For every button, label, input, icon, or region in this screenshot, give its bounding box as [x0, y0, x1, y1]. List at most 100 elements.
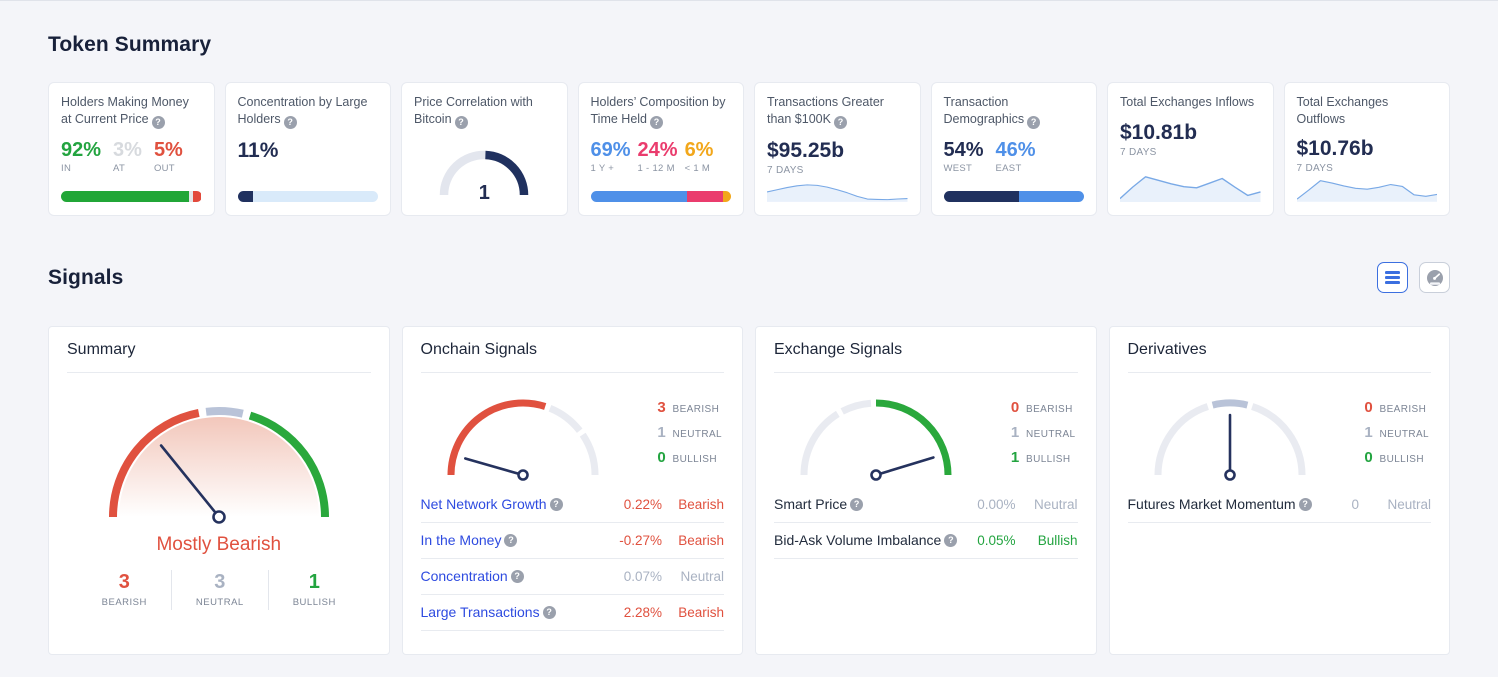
legend-neutral: 1 NEUTRAL	[1364, 424, 1429, 441]
help-icon[interactable]: ?	[542, 605, 556, 619]
signal-link[interactable]: Concentration	[420, 568, 508, 584]
card-title-text: Transaction Demographics	[943, 95, 1025, 126]
signal-row-smart-price: Smart Price? 0.00% Neutral	[774, 487, 1078, 523]
help-icon[interactable]: ?	[944, 533, 958, 547]
signal-row-net-network-growth: Net Network Growth? 0.22% Bearish	[420, 487, 724, 523]
card-concentration-large-holders[interactable]: Concentration by Large Holders? 11%	[224, 82, 391, 216]
signal-label: Bid-Ask Volume Imbalance	[774, 532, 942, 548]
legend-label: BULLISH	[1379, 453, 1425, 465]
signal-row-bid-ask-volume-imbalance: Bid-Ask Volume Imbalance? 0.05% Bullish	[774, 523, 1078, 559]
progress-bar	[943, 191, 1085, 202]
signal-row-large-transactions: Large Transactions? 2.28% Bearish	[420, 595, 724, 631]
signal-status: Bearish	[678, 604, 724, 620]
legend-label: BEARISH	[672, 403, 720, 415]
panel-title: Summary	[67, 341, 136, 358]
signal-link[interactable]: Large Transactions	[420, 604, 540, 620]
stat-value: 69%	[590, 139, 631, 162]
legend-bearish: 0 BEARISH	[1010, 399, 1075, 416]
list-view-button[interactable]	[1377, 262, 1408, 293]
card-title-text: Holders Making Money at Current Price	[61, 95, 189, 126]
gauge-legend: 3 BEARISH 1 NEUTRAL 0 BULLISH	[657, 399, 724, 466]
token-summary-header: Token Summary	[48, 33, 1450, 57]
help-icon[interactable]: ?	[151, 116, 165, 130]
card-title: Holders’ Composition by Time Held?	[590, 94, 732, 130]
help-icon[interactable]: ?	[283, 116, 297, 130]
signal-value: 0.00%	[977, 496, 1016, 512]
card-stats: 54% WEST 46% EAST	[943, 140, 1085, 175]
legend-value: 0	[1364, 398, 1373, 416]
progress-bar	[590, 191, 732, 202]
legend-bullish: 0 BULLISH	[1364, 449, 1429, 466]
gauge-row: 3 BEARISH 1 NEUTRAL 0 BULLISH	[421, 381, 725, 483]
divider	[420, 372, 724, 373]
legend-neutral: 1 NEUTRAL	[1010, 424, 1075, 441]
signal-value: 0.22%	[623, 496, 662, 512]
stat-value: 24%	[637, 139, 678, 162]
signal-row-in-the-money: In the Money? -0.27% Bearish	[420, 523, 724, 559]
gauge-value: 1	[478, 182, 490, 205]
help-icon[interactable]: ?	[454, 116, 468, 130]
legend-label: BEARISH	[1379, 403, 1427, 415]
correlation-gauge: 1	[428, 141, 540, 204]
sparkline-chart	[1296, 180, 1437, 202]
stat-label: WEST	[943, 163, 973, 175]
card-title-text: Concentration by Large Holders	[237, 95, 368, 126]
signal-link[interactable]: In the Money	[420, 532, 502, 548]
signal-label: Futures Market Momentum	[1127, 496, 1296, 512]
signal-status: Bearish	[678, 532, 724, 548]
stat-label: OUT	[153, 163, 175, 175]
card-total-exchanges-outflows[interactable]: Total Exchanges Outflows $10.76b 7 DAYS	[1283, 82, 1450, 216]
help-icon[interactable]: ?	[504, 533, 518, 547]
card-title-text: Holders’ Composition by Time Held	[590, 95, 726, 126]
legend-value: 3	[657, 398, 666, 416]
stat-value: 92%	[61, 139, 102, 162]
legend-label: BULLISH	[672, 453, 718, 465]
gauge-view-button[interactable]	[1419, 262, 1450, 293]
help-icon[interactable]: ?	[510, 569, 524, 583]
card-value: $10.81b	[1120, 120, 1198, 144]
card-total-exchanges-inflows[interactable]: Total Exchanges Inflows $10.81b 7 DAYS	[1107, 82, 1274, 216]
gauge-arc	[447, 399, 599, 481]
sparkline-chart	[767, 184, 908, 202]
stat-value: 3	[118, 571, 130, 593]
signal-rows: Smart Price? 0.00% Neutral Bid-Ask Volum…	[774, 487, 1078, 559]
card-holders-composition[interactable]: Holders’ Composition by Time Held? 69% 1 …	[577, 82, 744, 216]
stat-label: 1 - 12 M	[637, 163, 675, 175]
help-icon[interactable]: ?	[1298, 497, 1312, 511]
stat-1m: 6% < 1 M	[684, 140, 714, 175]
card-title-text: Total Exchanges Inflows	[1120, 95, 1255, 109]
card-stats: 69% 1 Y + 24% 1 - 12 M 6% < 1 M	[590, 139, 732, 175]
card-transactions-greater-100k[interactable]: Transactions Greater than $100K? $95.25b…	[754, 82, 921, 216]
signal-value: 0.05%	[977, 532, 1016, 548]
signal-link[interactable]: Net Network Growth	[420, 496, 547, 512]
legend-label: BULLISH	[1026, 453, 1071, 465]
legend-value: 1	[1010, 423, 1020, 441]
help-icon[interactable]: ?	[549, 497, 563, 511]
card-price-correlation-bitcoin[interactable]: Price Correlation with Bitcoin? 1	[401, 82, 568, 216]
signal-rows: Futures Market Momentum? 0 Neutral	[1127, 487, 1431, 523]
help-icon[interactable]: ?	[1027, 116, 1041, 130]
card-holders-making-money[interactable]: Holders Making Money at Current Price? 9…	[48, 82, 215, 216]
card-title: Transactions Greater than $100K?	[767, 94, 908, 130]
stat-value: 1	[308, 571, 320, 593]
signal-status: Bearish	[678, 496, 724, 512]
gauge-row: 0 BEARISH 1 NEUTRAL 1 BULLISH	[774, 381, 1078, 483]
signal-value: 2.28%	[623, 604, 662, 620]
signal-row-futures-market-momentum: Futures Market Momentum? 0 Neutral	[1127, 487, 1431, 523]
panel-title: Exchange Signals	[774, 341, 903, 358]
divider	[774, 372, 1078, 373]
help-icon[interactable]: ?	[850, 497, 864, 511]
panel-derivatives: Derivatives 0 BEARISH 1 NEUTRAL 0 BULLISH F…	[1108, 326, 1450, 655]
signals-header: Signals	[48, 262, 1450, 293]
summary-stat-bearish: 3 BEARISH	[78, 570, 171, 610]
help-icon[interactable]: ?	[650, 116, 663, 130]
help-icon[interactable]: ?	[833, 116, 847, 130]
stat-label: < 1 M	[684, 163, 711, 175]
card-value: 11%	[237, 139, 279, 163]
card-transaction-demographics[interactable]: Transaction Demographics? 54% WEST 46% EAS…	[930, 82, 1097, 216]
panel-onchain-signals: Onchain Signals 3 BEARISH 1 NEUTRAL 0 BULLI…	[401, 326, 743, 655]
card-period: 7 DAYS	[1296, 163, 1334, 175]
legend-value: 0	[1010, 398, 1020, 416]
card-title-text: Total Exchanges Outflows	[1296, 95, 1389, 126]
